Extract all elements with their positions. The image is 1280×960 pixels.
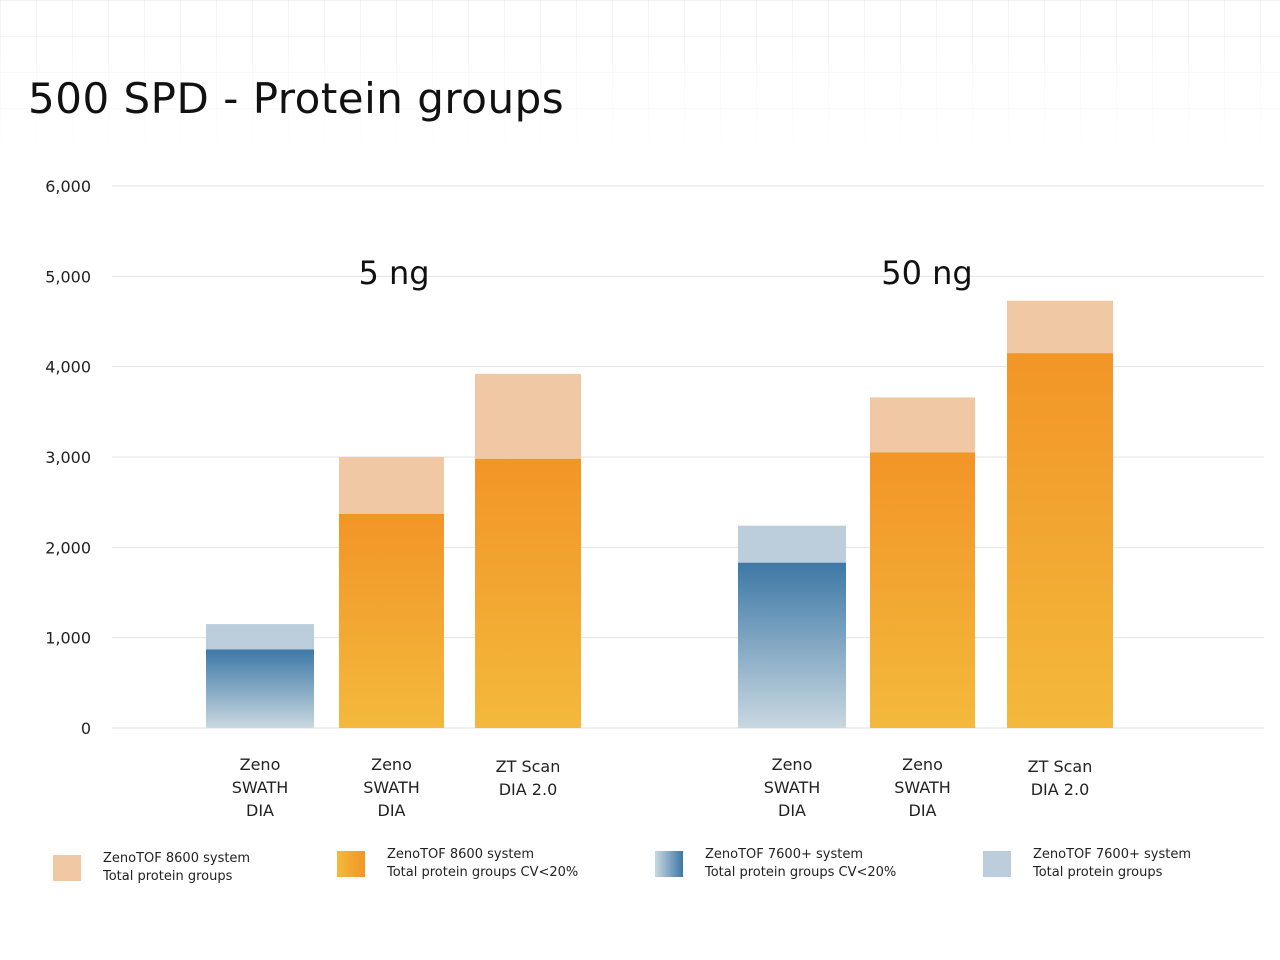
- x-category-label: Zeno: [240, 755, 281, 774]
- x-category-label: Zeno: [371, 755, 412, 774]
- bar-chart: 0 1,000 2,000 3,000 4,000 5,000 6,000 5 ng Zeno S…: [45, 177, 1264, 820]
- y-tick-label: 2,000: [45, 538, 91, 557]
- y-tick-label: 3,000: [45, 448, 91, 467]
- legend: ZenoTOF 8600 system Total protein groups…: [0, 846, 1280, 896]
- legend-item-7600-total: ZenoTOF 7600+ system Total protein group…: [983, 846, 1191, 882]
- legend-item-8600-cv20: ZenoTOF 8600 system Total protein groups…: [337, 846, 578, 882]
- legend-line2: Total protein groups CV<20%: [705, 865, 897, 880]
- x-category-label: Zeno: [772, 755, 813, 774]
- bar-total-segment: [870, 397, 975, 453]
- bar-cv20-segment: [339, 513, 444, 728]
- x-category-label: DIA: [378, 801, 406, 820]
- legend-item-7600-cv20: ZenoTOF 7600+ system Total protein group…: [655, 846, 896, 882]
- x-category-label: DIA 2.0: [499, 780, 558, 799]
- legend-line1: ZenoTOF 8600 system: [387, 847, 535, 862]
- y-tick-label: 4,000: [45, 358, 91, 377]
- bar-total-segment: [206, 624, 314, 650]
- x-category-label: SWATH: [894, 778, 951, 797]
- x-category-label: ZT Scan: [496, 757, 561, 776]
- legend-swatch-orange: [337, 851, 365, 877]
- bar-total-segment: [738, 525, 846, 563]
- y-tick-label: 5,000: [45, 267, 91, 286]
- group-label: 5 ng: [358, 254, 429, 292]
- x-category-label: SWATH: [764, 778, 821, 797]
- bar-cv20-segment: [870, 452, 975, 728]
- legend-line1: ZenoTOF 8600 system: [103, 851, 251, 866]
- y-tick-label: 0: [81, 719, 91, 738]
- bar-cv20-segment: [206, 649, 314, 728]
- bar-total-segment: [1007, 300, 1113, 354]
- legend-swatch-lightblue: [983, 851, 1011, 877]
- legend-line2: Total protein groups: [103, 869, 233, 884]
- bar-cv20-segment: [738, 562, 846, 728]
- legend-item-8600-total: ZenoTOF 8600 system Total protein groups: [53, 850, 250, 886]
- legend-swatch-blue: [655, 851, 683, 877]
- labels: 0 1,000 2,000 3,000 4,000 5,000 6,000 5 ng Zeno S…: [45, 177, 1092, 820]
- x-category-label: SWATH: [363, 778, 420, 797]
- x-category-label: DIA: [778, 801, 806, 820]
- x-category-label: Zeno: [902, 755, 943, 774]
- group-label: 50 ng: [881, 254, 972, 292]
- legend-line2: Total protein groups: [1033, 865, 1163, 880]
- bar-cv20-segment: [1007, 353, 1113, 728]
- legend-swatch-peach: [53, 855, 81, 881]
- bar-total-segment: [339, 457, 444, 514]
- legend-line2: Total protein groups CV<20%: [387, 865, 579, 880]
- background-grid: [0, 0, 1280, 160]
- x-category-label: DIA: [246, 801, 274, 820]
- bars: [206, 300, 1113, 728]
- chart-title: 500 SPD - Protein groups: [28, 74, 565, 123]
- x-category-label: DIA: [909, 801, 937, 820]
- bar-cv20-segment: [475, 458, 581, 728]
- x-category-label: DIA 2.0: [1031, 780, 1090, 799]
- x-category-label: ZT Scan: [1028, 757, 1093, 776]
- y-tick-label: 6,000: [45, 177, 91, 196]
- legend-line1: ZenoTOF 7600+ system: [705, 847, 863, 862]
- legend-line1: ZenoTOF 7600+ system: [1033, 847, 1191, 862]
- bar-total-segment: [475, 373, 581, 459]
- x-category-label: SWATH: [232, 778, 289, 797]
- y-tick-label: 1,000: [45, 629, 91, 648]
